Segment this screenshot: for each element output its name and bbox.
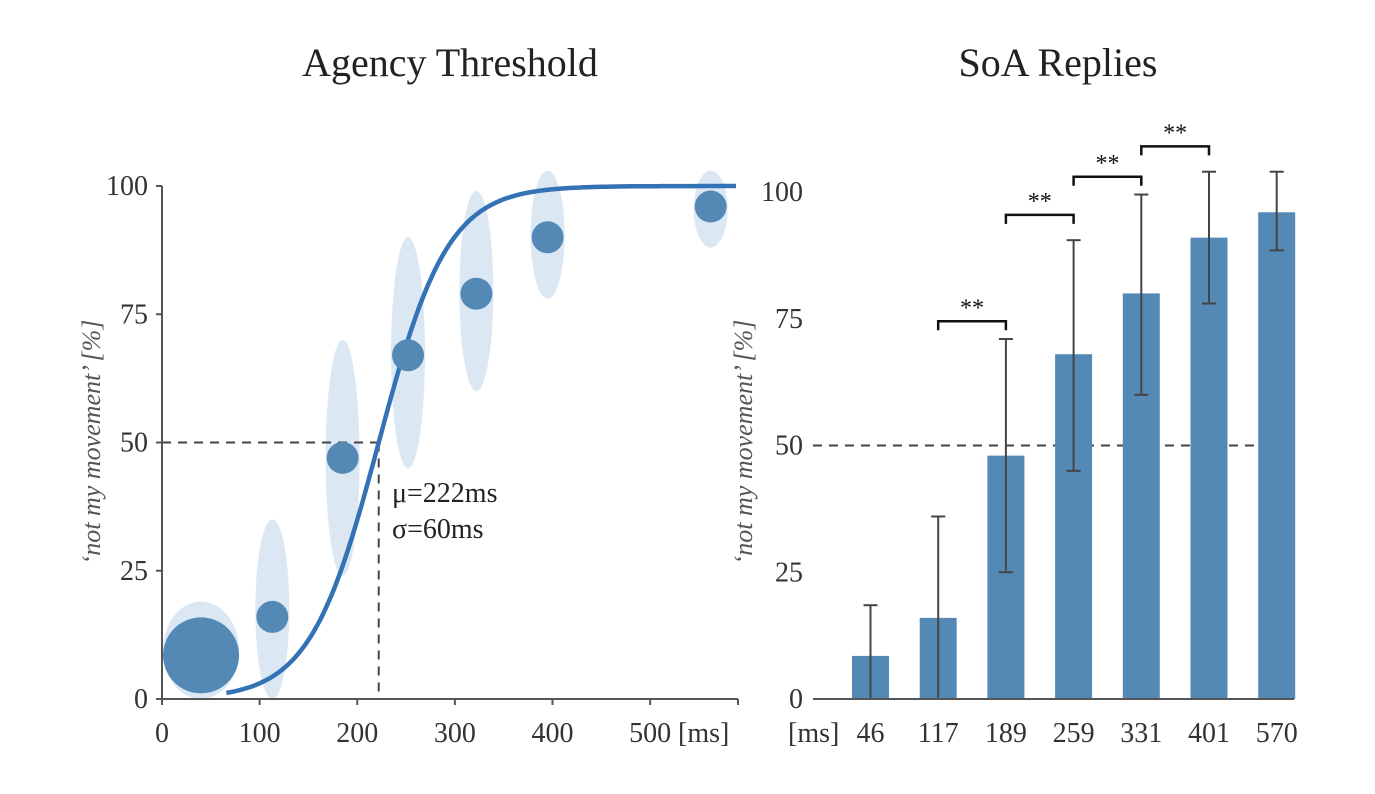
x-tick-label: 117 [918, 718, 959, 749]
x-tick-label: 401 [1188, 718, 1230, 749]
right-y-ticks: 0 25 50 75 100 [761, 177, 803, 715]
y-tick-label: 100 [761, 177, 803, 208]
x-tick-label: 500 [629, 718, 671, 749]
y-tick-label: 25 [120, 556, 148, 587]
y-tick-label: 0 [789, 684, 803, 715]
significance-label: ** [960, 295, 984, 321]
significance-label: ** [1028, 189, 1052, 215]
left-y-axis-label: ‘not my movement’ [%] [77, 320, 106, 565]
y-tick-label: 100 [106, 171, 148, 202]
x-tick-label: 200 [336, 718, 378, 749]
y-tick-label: 75 [775, 304, 803, 335]
error-bars-group [863, 170, 1284, 699]
y-tick-label: 25 [775, 557, 803, 588]
scatter-point [256, 600, 289, 633]
fit-curve [226, 183, 736, 696]
x-tick-label: 0 [155, 718, 169, 749]
x-tick-label: 189 [985, 718, 1027, 749]
right-y-axis-label: ‘not my movement’ [%] [729, 320, 758, 565]
x-tick-label: 300 [434, 718, 476, 749]
significance-label: ** [1095, 151, 1119, 177]
x-tick-label: 259 [1053, 718, 1095, 749]
bar [1258, 212, 1296, 699]
significance-label: ** [1163, 120, 1187, 146]
x-tick-label: 570 [1256, 718, 1298, 749]
y-tick-label: 50 [120, 428, 148, 459]
right-chart-title: SoA Replies [959, 40, 1158, 85]
significance-bracket [1140, 145, 1211, 156]
x-tick-label: 331 [1120, 718, 1162, 749]
significance-group: ** ** ** ** [936, 120, 1211, 331]
right-x-ticks: 46 117 189 259 331 401 570 [857, 718, 1298, 749]
y-tick-label: 0 [134, 684, 148, 715]
points-group [163, 190, 727, 694]
x-tick-label: 400 [532, 718, 574, 749]
left-chart-title: Agency Threshold [302, 40, 598, 85]
x-tick-label: 100 [239, 718, 281, 749]
bar [1190, 237, 1228, 699]
scatter-point [531, 221, 564, 254]
significance-bracket [1072, 175, 1143, 186]
right-x-unit-label: [ms] [788, 718, 839, 749]
scatter-point [460, 277, 493, 310]
scatter-point [326, 441, 359, 474]
fit-sigma-label: σ=60ms [392, 514, 484, 545]
y-tick-label: 75 [120, 299, 148, 330]
left-y-ticks: 0 25 50 75 100 [106, 171, 162, 715]
left-x-ticks: 0 100 200 300 400 500 [155, 699, 739, 749]
scatter-point [694, 190, 727, 223]
soa-replies-chart: SoA Replies ** ** ** ** 0 25 50 75 100 46 117 189… [729, 40, 1298, 749]
y-tick-label: 50 [775, 431, 803, 462]
scatter-point [392, 339, 425, 372]
scatter-point [163, 617, 240, 694]
significance-bracket [1004, 213, 1075, 224]
significance-bracket [936, 320, 1008, 331]
fit-mu-label: μ=222ms [392, 478, 497, 509]
left-x-unit-label: [ms] [678, 718, 729, 749]
x-tick-label: 46 [857, 718, 885, 749]
agency-threshold-chart: Agency Threshold 0 25 50 75 100 0 100 200 300 40… [77, 40, 739, 749]
